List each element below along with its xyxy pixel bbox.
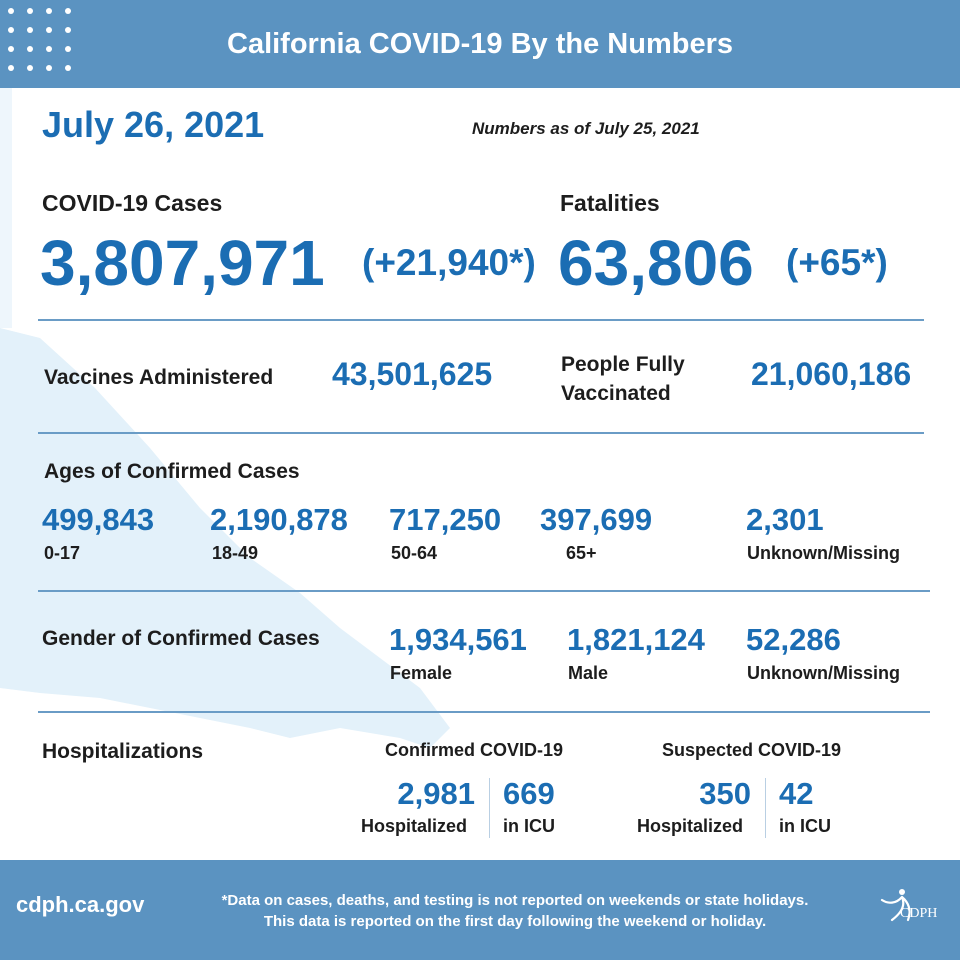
cdph-logo-icon xyxy=(880,889,911,922)
gender-value-unknown: 52,286 xyxy=(746,622,841,657)
suspected-covid-title: Suspected COVID-19 xyxy=(662,740,842,760)
age-value-18-49: 2,190,878 xyxy=(210,502,348,537)
footer-bar: cdph.ca.gov *Data on cases, deaths, and … xyxy=(0,860,960,960)
cdph-logo: CDPH xyxy=(878,880,948,940)
cases-change: (+21,940*) xyxy=(362,242,536,283)
gender-value-male: 1,821,124 xyxy=(567,622,705,657)
numbers-as-of: Numbers as of July 25, 2021 xyxy=(472,119,700,138)
fully-vaccinated-label: People Fully Vaccinated xyxy=(561,353,685,405)
divider xyxy=(38,711,930,713)
fatalities-value: 63,806 xyxy=(558,227,754,299)
confirmed-hospitalized-label: Hospitalized xyxy=(361,816,468,836)
gender-label-female: Female xyxy=(390,663,453,683)
fatalities-label: Fatalities xyxy=(560,190,660,216)
suspected-hospitalized-value: 350 xyxy=(699,776,751,811)
divider xyxy=(765,778,766,838)
divider xyxy=(489,778,490,838)
fully-vaccinated-value: 21,060,186 xyxy=(751,356,912,392)
gender-value-female: 1,934,561 xyxy=(389,622,527,657)
confirmed-icu-value: 669 xyxy=(503,776,555,811)
age-label-18-49: 18-49 xyxy=(212,543,259,563)
gender-label: Gender of Confirmed Cases xyxy=(42,627,320,650)
divider xyxy=(38,590,930,592)
gender-label-unknown: Unknown/Missing xyxy=(747,663,900,683)
suspected-icu-label: in ICU xyxy=(779,816,831,836)
fatalities-change: (+65*) xyxy=(786,242,888,283)
suspected-icu-value: 42 xyxy=(779,776,814,811)
vaccines-value: 43,501,625 xyxy=(332,356,493,392)
website-link[interactable]: cdph.ca.gov xyxy=(16,892,145,917)
header-bar xyxy=(0,0,960,88)
divider xyxy=(38,432,924,434)
age-value-65-plus: 397,699 xyxy=(540,502,653,537)
age-label-50-64: 50-64 xyxy=(391,543,438,563)
age-label-unknown: Unknown/Missing xyxy=(747,543,900,563)
report-date: July 26, 2021 xyxy=(42,104,265,145)
age-label-65-plus: 65+ xyxy=(566,543,597,563)
suspected-hospitalized-label: Hospitalized xyxy=(637,816,744,836)
confirmed-covid-title: Confirmed COVID-19 xyxy=(385,740,564,760)
age-value-0-17: 499,843 xyxy=(42,502,155,537)
age-value-50-64: 717,250 xyxy=(389,502,502,537)
gender-label-male: Male xyxy=(568,663,609,683)
confirmed-hospitalized-value: 2,981 xyxy=(397,776,475,811)
cdph-logo-text: CDPH xyxy=(900,906,938,921)
vaccines-label: Vaccines Administered xyxy=(44,366,274,389)
age-value-unknown: 2,301 xyxy=(746,502,824,537)
cases-value: 3,807,971 xyxy=(40,227,325,299)
page-title: California COVID-19 By the Numbers xyxy=(227,28,733,60)
cases-label: COVID-19 Cases xyxy=(42,190,223,216)
footnote: *Data on cases, deaths, and testing is n… xyxy=(221,892,809,930)
hospitalizations-label: Hospitalizations xyxy=(42,740,204,763)
ages-label: Ages of Confirmed Cases xyxy=(44,460,300,483)
confirmed-icu-label: in ICU xyxy=(503,816,555,836)
divider xyxy=(38,319,924,321)
age-label-0-17: 0-17 xyxy=(44,543,81,563)
